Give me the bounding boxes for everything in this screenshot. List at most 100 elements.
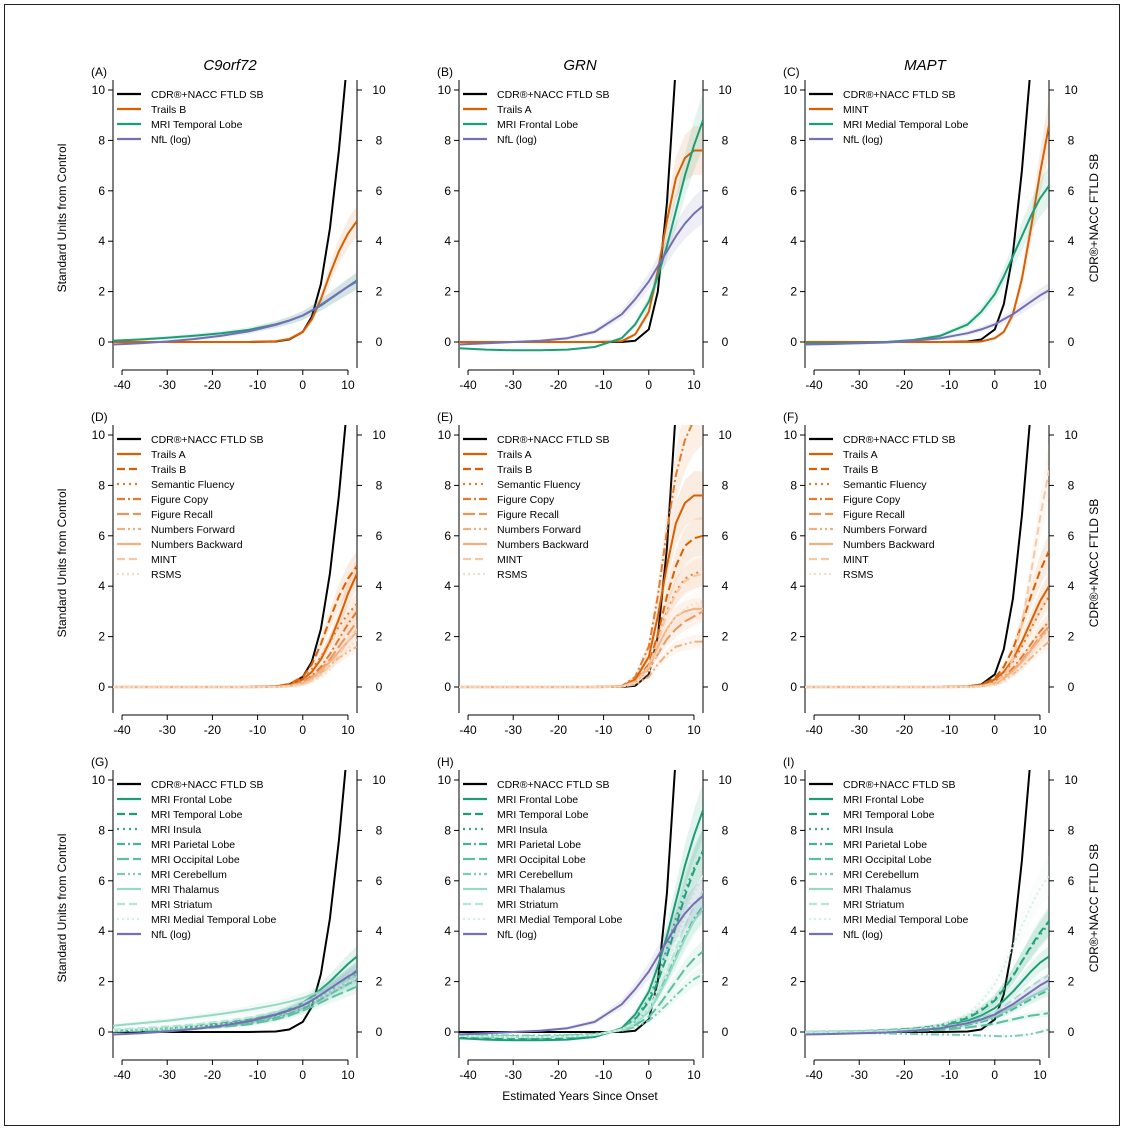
left-axis-tick-label: 10: [438, 773, 452, 787]
right-axis-tick-label: 2: [1068, 285, 1075, 299]
column-title-mapt: MAPT: [904, 57, 948, 74]
column-title-grn: GRN: [563, 57, 597, 74]
left-axis-tick-label: 6: [790, 874, 797, 888]
right-axis-tick-label: 2: [376, 285, 383, 299]
series-group: [113, 425, 357, 689]
right-axis-tick-label: 4: [722, 234, 729, 248]
series-line: [805, 595, 1049, 688]
right-axis-tick-label: 8: [722, 823, 729, 837]
left-axis-tick-label: 6: [98, 529, 105, 543]
legend-entry: CDR®+NACC FTLD SB: [151, 89, 263, 101]
left-axis-tick-label: 8: [790, 133, 797, 147]
left-axis-tick-label: 6: [98, 184, 105, 198]
x-axis-tick-label: -40: [113, 1068, 131, 1082]
series-line: [805, 974, 1049, 1033]
right-axis-tick-label: 0: [376, 1025, 383, 1039]
x-axis-tick-label: -20: [204, 723, 222, 737]
x-axis-tick-label: -40: [113, 723, 131, 737]
x-axis-tick-label: -30: [159, 378, 177, 392]
right-axis-tick-label: 6: [1068, 874, 1075, 888]
x-axis-tick-label: -30: [505, 1068, 523, 1082]
x-axis-tick-label: 0: [299, 723, 306, 737]
x-axis-tick-label: 0: [645, 378, 652, 392]
series-line: [459, 950, 703, 1038]
panel-i: (I) 0 2 4 6 8 10 0 2 4 6 8 10 -40 -30 -20 -10 0 10 CDR®+NAC…: [783, 755, 1078, 1082]
right-axis-tick-label: 8: [1068, 478, 1075, 492]
left-axis-tick-label: 8: [444, 133, 451, 147]
x-axis-tick-label: -30: [505, 723, 523, 737]
right-axis-tick-label: 4: [722, 579, 729, 593]
legend-entry: MRI Temporal Lobe: [497, 809, 589, 821]
series-band: [113, 965, 357, 1033]
x-axis-tick-label: -10: [249, 1068, 267, 1082]
legend-entry: CDR®+NACC FTLD SB: [151, 434, 263, 446]
x-axis-tick-label: -20: [896, 378, 914, 392]
right-axis-tick-label: 8: [376, 823, 383, 837]
series-band: [805, 906, 1049, 1034]
series-band: [805, 972, 1049, 1036]
x-axis-tick-label: 0: [645, 723, 652, 737]
legend-entry: MRI Occipital Lobe: [151, 854, 240, 866]
series-group: [459, 425, 703, 689]
left-axis-tick-label: 2: [98, 285, 105, 299]
series-band: [113, 273, 357, 346]
x-axis-tick-label: -20: [896, 1068, 914, 1082]
right-axis-tick-label: 4: [722, 924, 729, 938]
x-axis-tick-label: -20: [896, 723, 914, 737]
x-axis-tick-label: -20: [550, 378, 568, 392]
legend-entry: CDR®+NACC FTLD SB: [843, 434, 955, 446]
panel-letter: (G): [91, 755, 108, 769]
series-line: [459, 895, 703, 1036]
left-axis-tick-label: 4: [444, 579, 451, 593]
legend-entry: MRI Cerebellum: [151, 869, 227, 881]
panel-letter: (C): [783, 65, 800, 79]
right-axis-tick-label: 0: [376, 680, 383, 694]
series-group: [459, 80, 703, 352]
x-axis-tick-label: -20: [550, 1068, 568, 1082]
left-ylabel-row2: Standard Units from Control: [55, 489, 69, 638]
x-axis-tick-label: -30: [851, 1068, 869, 1082]
series-line: [459, 809, 703, 1042]
x-axis-tick-label: -10: [595, 723, 613, 737]
right-axis-tick-label: 6: [1068, 184, 1075, 198]
legend-entry: Trails B: [497, 464, 532, 476]
x-axis-tick-label: 10: [1033, 1068, 1047, 1082]
x-axis-tick-label: 10: [1033, 378, 1047, 392]
legend-entry: RSMS: [151, 569, 181, 581]
series-band: [113, 968, 357, 1028]
series-line: [459, 570, 703, 688]
legend-entry: Numbers Backward: [843, 539, 935, 551]
legend-entry: Trails A: [497, 449, 532, 461]
right-axis-tick-label: 8: [1068, 133, 1075, 147]
legend-entry: MINT: [497, 554, 523, 566]
x-axis-tick-label: -30: [851, 378, 869, 392]
legend-entry: Semantic Fluency: [843, 479, 927, 491]
panel-letter: (H): [437, 755, 454, 769]
series-band: [459, 878, 703, 1036]
left-axis-tick-label: 4: [790, 579, 797, 593]
x-axis-tick-label: -10: [595, 378, 613, 392]
series-group: [113, 770, 357, 1036]
x-axis-tick-label: -10: [941, 1068, 959, 1082]
series-line: [805, 770, 1031, 1033]
legend-entry: Trails B: [843, 464, 878, 476]
x-axis-tick-label: -40: [805, 723, 823, 737]
legend-entry: Trails B: [151, 104, 186, 116]
series-line: [459, 572, 703, 688]
right-axis-tick-label: 0: [376, 335, 383, 349]
panel-b: (B) 0 2 4 6 8 10 0 2 4 6 8 10 -40 -30 -20 -10 0 10 CDR®+NAC…: [437, 65, 732, 392]
left-axis-tick-label: 0: [444, 335, 451, 349]
right-axis-tick-label: 2: [722, 630, 729, 644]
right-axis-tick-label: 10: [718, 428, 732, 442]
left-axis-tick-label: 2: [444, 285, 451, 299]
x-axis-tick-label: 0: [991, 1068, 998, 1082]
legend-entry: Numbers Forward: [497, 524, 581, 536]
right-axis-tick-label: 10: [372, 83, 386, 97]
left-ylabel-row3: Standard Units from Control: [55, 834, 69, 983]
series-band: [805, 855, 1049, 1035]
legend-entry: Numbers Forward: [843, 524, 927, 536]
right-axis-tick-label: 2: [1068, 975, 1075, 989]
series-band: [459, 126, 703, 344]
left-axis-tick-label: 4: [98, 924, 105, 938]
